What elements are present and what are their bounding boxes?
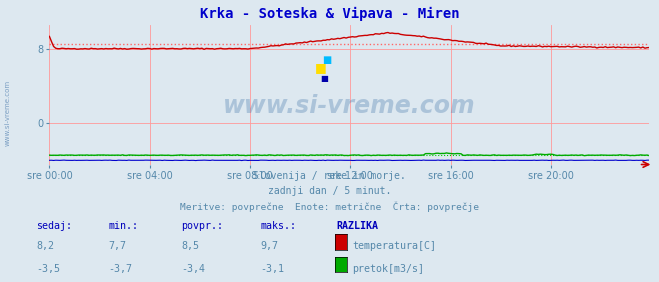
Text: Slovenija / reke in morje.: Slovenija / reke in morje. <box>253 171 406 180</box>
Text: sedaj:: sedaj: <box>36 221 72 231</box>
Text: 8,2: 8,2 <box>36 241 54 251</box>
Text: www.si-vreme.com: www.si-vreme.com <box>223 94 476 118</box>
Text: 9,7: 9,7 <box>260 241 278 251</box>
Text: ■: ■ <box>322 55 331 65</box>
Text: temperatura[C]: temperatura[C] <box>353 241 436 251</box>
Text: 8,5: 8,5 <box>181 241 199 251</box>
Text: www.si-vreme.com: www.si-vreme.com <box>5 80 11 146</box>
Text: povpr.:: povpr.: <box>181 221 223 231</box>
Text: min.:: min.: <box>109 221 139 231</box>
Text: Krka - Soteska & Vipava - Miren: Krka - Soteska & Vipava - Miren <box>200 7 459 21</box>
Text: -3,1: -3,1 <box>260 264 284 274</box>
Text: -3,5: -3,5 <box>36 264 60 274</box>
Text: ■: ■ <box>320 74 328 83</box>
Text: Meritve: povprečne  Enote: metrične  Črta: povprečje: Meritve: povprečne Enote: metrične Črta:… <box>180 202 479 212</box>
Text: maks.:: maks.: <box>260 221 297 231</box>
Text: RAZLIKA: RAZLIKA <box>336 221 378 231</box>
Text: zadnji dan / 5 minut.: zadnji dan / 5 minut. <box>268 186 391 196</box>
Text: 7,7: 7,7 <box>109 241 127 251</box>
Text: pretok[m3/s]: pretok[m3/s] <box>353 264 424 274</box>
Text: ■: ■ <box>314 61 326 74</box>
Text: -3,4: -3,4 <box>181 264 205 274</box>
Text: -3,7: -3,7 <box>109 264 132 274</box>
